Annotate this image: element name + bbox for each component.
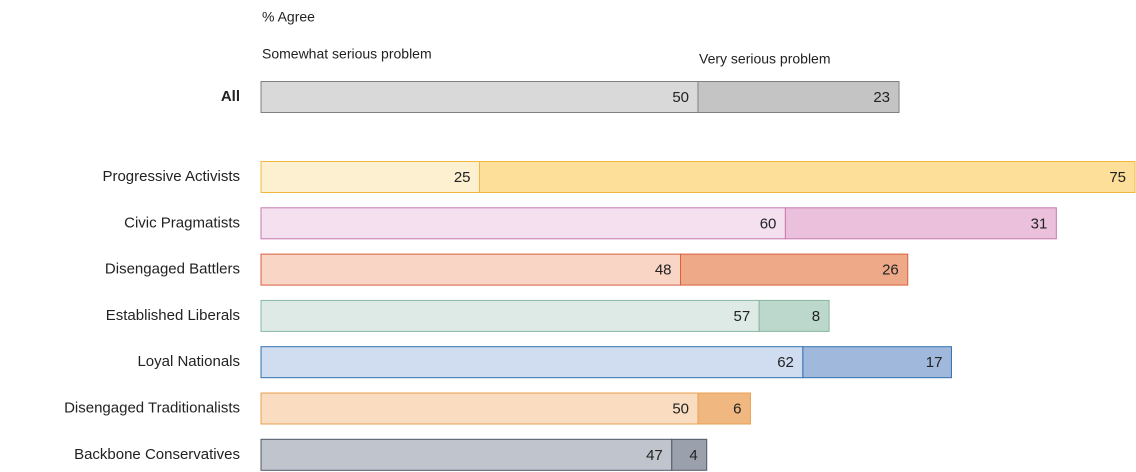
value-label: 25 (454, 169, 471, 186)
subtitle: % Agree (262, 9, 315, 25)
bar-segment (260, 253, 682, 286)
bar-segment (802, 346, 952, 379)
bar-segment (697, 81, 900, 113)
bar-segment (260, 392, 699, 425)
value-label: 6 (733, 400, 741, 417)
bar-segment (260, 81, 699, 113)
value-label: 8 (812, 308, 820, 325)
bar-segment (260, 438, 673, 471)
bar-segment (479, 161, 1136, 193)
bar-segment (697, 392, 751, 425)
category-label: Disengaged Traditionalists (64, 399, 240, 416)
value-label: 60 (760, 215, 777, 232)
bar-segment (260, 299, 760, 332)
value-label: 47 (646, 447, 663, 464)
bar-segment (680, 253, 909, 286)
value-label: 4 (689, 447, 697, 464)
legend-label: Somewhat serious problem (262, 46, 432, 62)
value-label: 50 (672, 400, 689, 417)
value-label: 75 (1109, 169, 1126, 186)
value-label: 62 (777, 354, 794, 371)
value-label: 48 (655, 262, 672, 279)
value-label: 57 (733, 308, 750, 325)
bar-segment (671, 438, 708, 471)
legend-label: Very serious problem (699, 51, 831, 67)
category-label: Civic Pragmatists (124, 214, 240, 231)
bar-segment (784, 207, 1057, 240)
category-label: Loyal Nationals (137, 353, 240, 370)
value-label: 50 (672, 89, 689, 106)
value-label: 23 (873, 89, 890, 106)
bar-segment (260, 346, 804, 379)
bar-segment (260, 161, 480, 193)
bar-segment (260, 207, 786, 240)
value-label: 31 (1031, 215, 1048, 232)
value-label: 26 (882, 262, 899, 279)
category-label: Disengaged Battlers (105, 261, 240, 278)
bar-segment (758, 299, 830, 332)
category-label: All (221, 88, 240, 105)
category-label: Backbone Conservatives (74, 446, 240, 463)
category-label: Progressive Activists (102, 168, 240, 185)
value-label: 17 (926, 354, 943, 371)
category-label: Established Liberals (106, 307, 240, 324)
